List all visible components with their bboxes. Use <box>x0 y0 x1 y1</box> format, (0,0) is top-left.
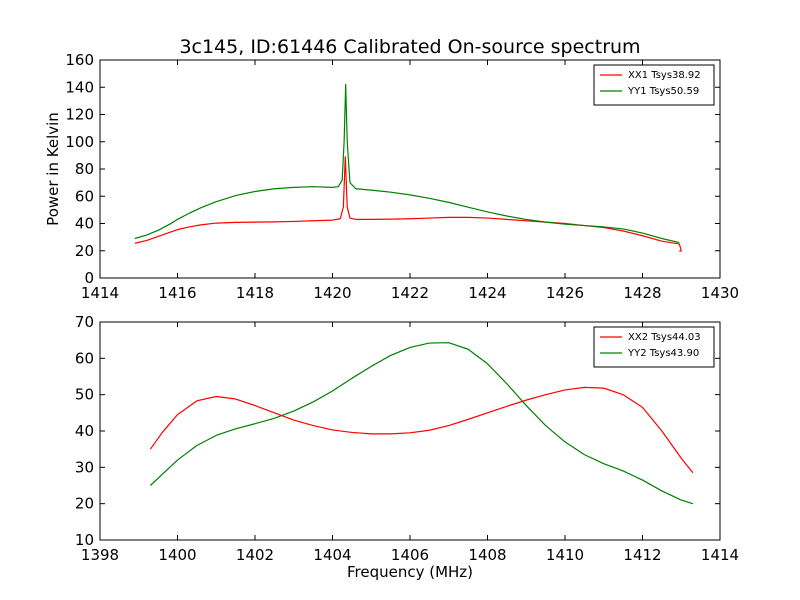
series-line-1 <box>149 386 694 474</box>
y-tick-label: 100 <box>65 133 94 151</box>
y-tick-label: 70 <box>75 313 94 331</box>
x-tick-label: 1398 <box>81 546 119 564</box>
x-tick-label: 1422 <box>391 284 429 302</box>
chart-title: 3c145, ID:61446 Calibrated On-source spe… <box>179 36 640 58</box>
x-tick-label: 1404 <box>313 546 351 564</box>
bottom-panel: 1398 1400 1402 1404 1406 1408 1410 1412 1414 10 20… <box>75 313 739 581</box>
y-tick-label: 120 <box>65 106 94 124</box>
y-tick-label: 20 <box>75 495 94 513</box>
y-tick-label: 10 <box>75 531 94 549</box>
y-tick-label: 140 <box>65 78 94 96</box>
top-panel: 1414 1416 1418 1420 1422 1424 1426 1428 1430 0 20 4… <box>44 51 739 302</box>
x-tick-label: 1418 <box>236 284 274 302</box>
series-line-2 <box>134 83 680 244</box>
y-tick-label: 0 <box>84 269 94 287</box>
x-tick-label: 1416 <box>158 284 196 302</box>
x-tick-label: 1424 <box>468 284 506 302</box>
x-tick-label: 1420 <box>313 284 351 302</box>
x-tick-label: 1414 <box>81 284 119 302</box>
legend-label: XX1 Tsys38.92 <box>628 70 701 81</box>
x-tick-label: 1406 <box>391 546 429 564</box>
y-tick-label: 40 <box>75 215 94 233</box>
y-tick-label: 30 <box>75 458 94 476</box>
y-tick-label: 80 <box>75 160 94 178</box>
y-tick-label: 20 <box>75 242 94 260</box>
legend-label: XX2 Tsys44.03 <box>628 332 701 343</box>
y-tick-label: 40 <box>75 422 94 440</box>
y-tick-label: 50 <box>75 386 94 404</box>
legend-label: YY1 Tsys50.59 <box>627 86 699 97</box>
series-line-2 <box>149 342 694 505</box>
y-tick-label: 160 <box>65 51 94 69</box>
x-tick-label: 1430 <box>701 284 739 302</box>
x-tick-label: 1428 <box>623 284 661 302</box>
x-tick-label: 1414 <box>701 546 739 564</box>
legend-label: YY2 Tsys43.90 <box>627 348 699 359</box>
x-tick-label: 1426 <box>546 284 584 302</box>
x-tick-label: 1400 <box>158 546 196 564</box>
x-tick-label: 1408 <box>468 546 506 564</box>
y-tick-label: 60 <box>75 349 94 367</box>
legend <box>593 64 715 106</box>
x-tick-label: 1412 <box>623 546 661 564</box>
y-axis-label: Power in Kelvin <box>44 112 62 226</box>
y-tick-label: 60 <box>75 187 94 205</box>
legend <box>593 326 715 368</box>
x-tick-label: 1410 <box>546 546 584 564</box>
x-axis-label: Frequency (MHz) <box>347 563 473 581</box>
x-tick-label: 1402 <box>236 546 274 564</box>
